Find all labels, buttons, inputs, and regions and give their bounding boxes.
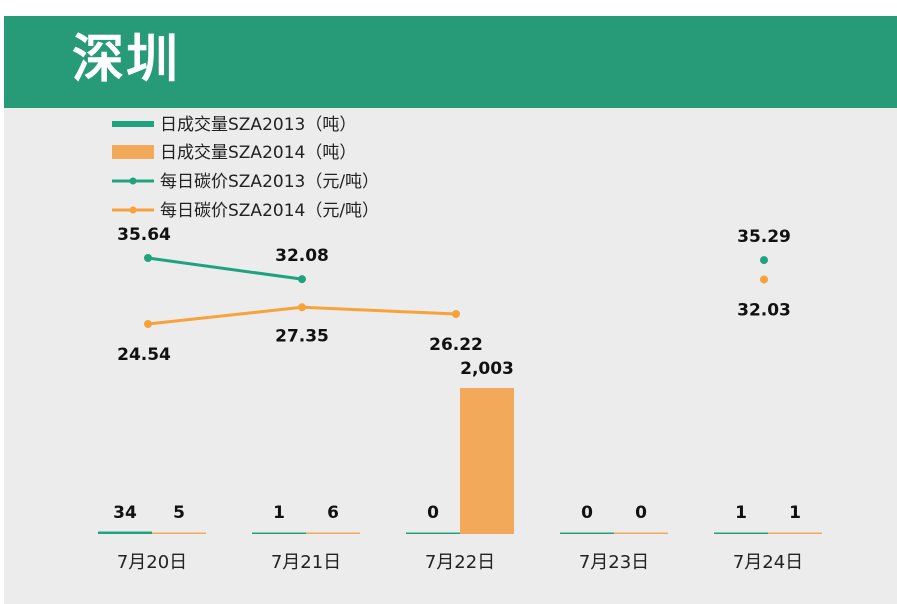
x-tick-2: 7月22日 (425, 552, 495, 573)
price-label-2-1: 32.08 (275, 246, 329, 266)
legend-item-0-swatch (112, 121, 154, 127)
chart: 日成交量SZA2013（吨） 日成交量SZA2014（吨） 每日碳价SZA2013（… (98, 115, 822, 573)
bar-0-7-22 (406, 532, 460, 534)
price-point-3-2 (452, 310, 460, 319)
legend-item-2-marker (129, 177, 137, 185)
bar-label-0-4: 1 (735, 503, 747, 523)
chart-panel: 深圳 日成交量SZA2013（吨） 日成交量SZA2014（吨） 每日碳价SZA20… (4, 16, 897, 604)
bar-label-0-2: 0 (427, 503, 439, 523)
price-point-2-0 (144, 254, 152, 262)
price-point-3-1 (298, 303, 306, 312)
price-label-2-4: 35.29 (737, 227, 791, 247)
legend-item-1-label: 日成交量SZA2014（吨） (160, 143, 356, 163)
data-label-layer: 34 1 0 0 1 5 6 2,003 0 1 35.64 32.08 35.29 24.54 27.35… (113, 225, 801, 523)
page-title: 深圳 (72, 30, 181, 90)
price-point-2-4 (760, 256, 768, 265)
price-label-2-0: 35.64 (117, 225, 171, 245)
price-point-2-1 (298, 275, 306, 284)
bar-label-0-1: 1 (273, 503, 285, 523)
x-tick-4: 7月24日 (733, 552, 803, 573)
x-axis: 7月20日 7月21日 7月22日 7月23日 7月24日 (117, 552, 803, 573)
bar-0-7-20 (98, 531, 152, 534)
bar-label-1-0: 5 (173, 503, 185, 523)
price-label-3-4: 32.03 (737, 300, 791, 320)
legend: 日成交量SZA2013（吨） 日成交量SZA2014（吨） 每日碳价SZA2013（… (112, 115, 379, 221)
bar-label-0-0: 34 (113, 503, 137, 523)
price-line-2-seg-0 (147, 256, 303, 281)
price-point-3-4 (760, 275, 768, 284)
bar-0-7-23 (560, 532, 614, 534)
bar-1-7-21 (306, 532, 360, 534)
bar-0-7-24 (714, 532, 768, 534)
price-label-3-0: 24.54 (117, 345, 171, 365)
line-layer (144, 254, 768, 328)
bar-1-7-23 (614, 532, 668, 534)
header-bar: 深圳 (4, 16, 897, 108)
bar-0-7-21 (252, 532, 306, 534)
legend-item-3-label: 每日碳价SZA2014（元/吨） (160, 201, 379, 221)
legend-item-3-marker (129, 206, 137, 214)
x-tick-0: 7月20日 (117, 552, 187, 573)
bar-layer (98, 388, 822, 534)
bar-1-7-22 (460, 388, 514, 534)
legend-item-0-label: 日成交量SZA2013（吨） (160, 115, 356, 135)
x-tick-3: 7月23日 (579, 552, 649, 573)
legend-item-2-label: 每日碳价SZA2013（元/吨） (160, 172, 379, 192)
bar-label-1-3: 0 (635, 503, 647, 523)
bar-1-7-24 (768, 532, 822, 534)
bar-label-1-4: 1 (789, 503, 801, 523)
bar-1-7-20 (152, 532, 206, 534)
x-tick-1: 7月21日 (271, 552, 341, 573)
bar-label-0-3: 0 (581, 503, 593, 523)
bar-label-1-1: 6 (327, 503, 339, 523)
price-point-3-0 (144, 320, 152, 328)
legend-item-1-swatch (112, 145, 154, 159)
bar-label-1-2: 2,003 (460, 359, 514, 379)
price-label-3-1: 27.35 (275, 326, 329, 346)
price-label-3-2: 26.22 (429, 335, 483, 355)
